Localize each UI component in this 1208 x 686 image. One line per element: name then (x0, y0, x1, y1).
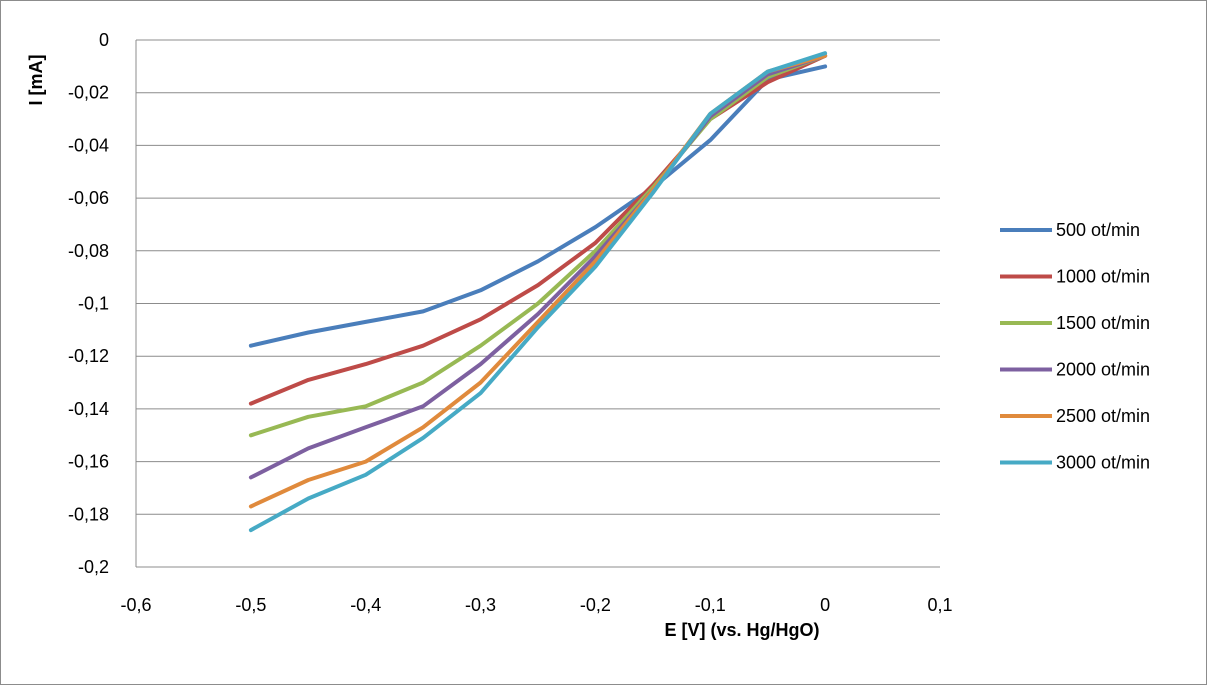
legend-label: 2000 ot/min (1056, 360, 1150, 380)
x-tick-label: -0,2 (580, 595, 611, 615)
legend-label: 2500 ot/min (1056, 406, 1150, 426)
legend-label: 3000 ot/min (1056, 453, 1150, 473)
y-tick-label: 0 (99, 30, 109, 50)
x-tick-label: 0 (820, 595, 830, 615)
y-tick-label: -0,12 (68, 346, 109, 366)
y-axis-title: I [mA] (26, 55, 46, 106)
data-series (248, 51, 828, 533)
y-tick-label: -0,06 (68, 188, 109, 208)
y-tick-label: -0,2 (78, 557, 109, 577)
legend-label: 1000 ot/min (1056, 267, 1150, 287)
axes: 0 -0,02 -0,04 -0,06 -0,08 -0,1 -0,12 -0,14 -0,16… (68, 30, 953, 615)
y-tick-label: -0,08 (68, 241, 109, 261)
series-line-3 (248, 53, 828, 438)
legend-label: 500 ot/min (1056, 220, 1140, 240)
y-tick-label: -0,16 (68, 452, 109, 472)
legend: 500 ot/min 1000 ot/min 1500 ot/min 2000 ot/… (1000, 220, 1150, 473)
y-tick-label: -0,02 (68, 83, 109, 103)
y-tick-label: -0,14 (68, 399, 109, 419)
x-tick-label: -0,1 (695, 595, 726, 615)
x-tick-label: -0,4 (350, 595, 381, 615)
series-line-6 (248, 51, 828, 533)
y-tick-label: -0,1 (78, 294, 109, 314)
x-tick-label: -0,6 (120, 595, 151, 615)
x-axis-title: E [V] (vs. Hg/HgO) (664, 620, 819, 640)
y-tick-label: -0,18 (68, 504, 109, 524)
y-tick-label: -0,04 (68, 135, 109, 155)
x-tick-label: 0,1 (927, 595, 952, 615)
x-tick-label: -0,5 (235, 595, 266, 615)
series-line-4 (248, 53, 828, 480)
legend-label: 1500 ot/min (1056, 313, 1150, 333)
x-tick-label: -0,3 (465, 595, 496, 615)
series-line-1 (248, 64, 828, 348)
